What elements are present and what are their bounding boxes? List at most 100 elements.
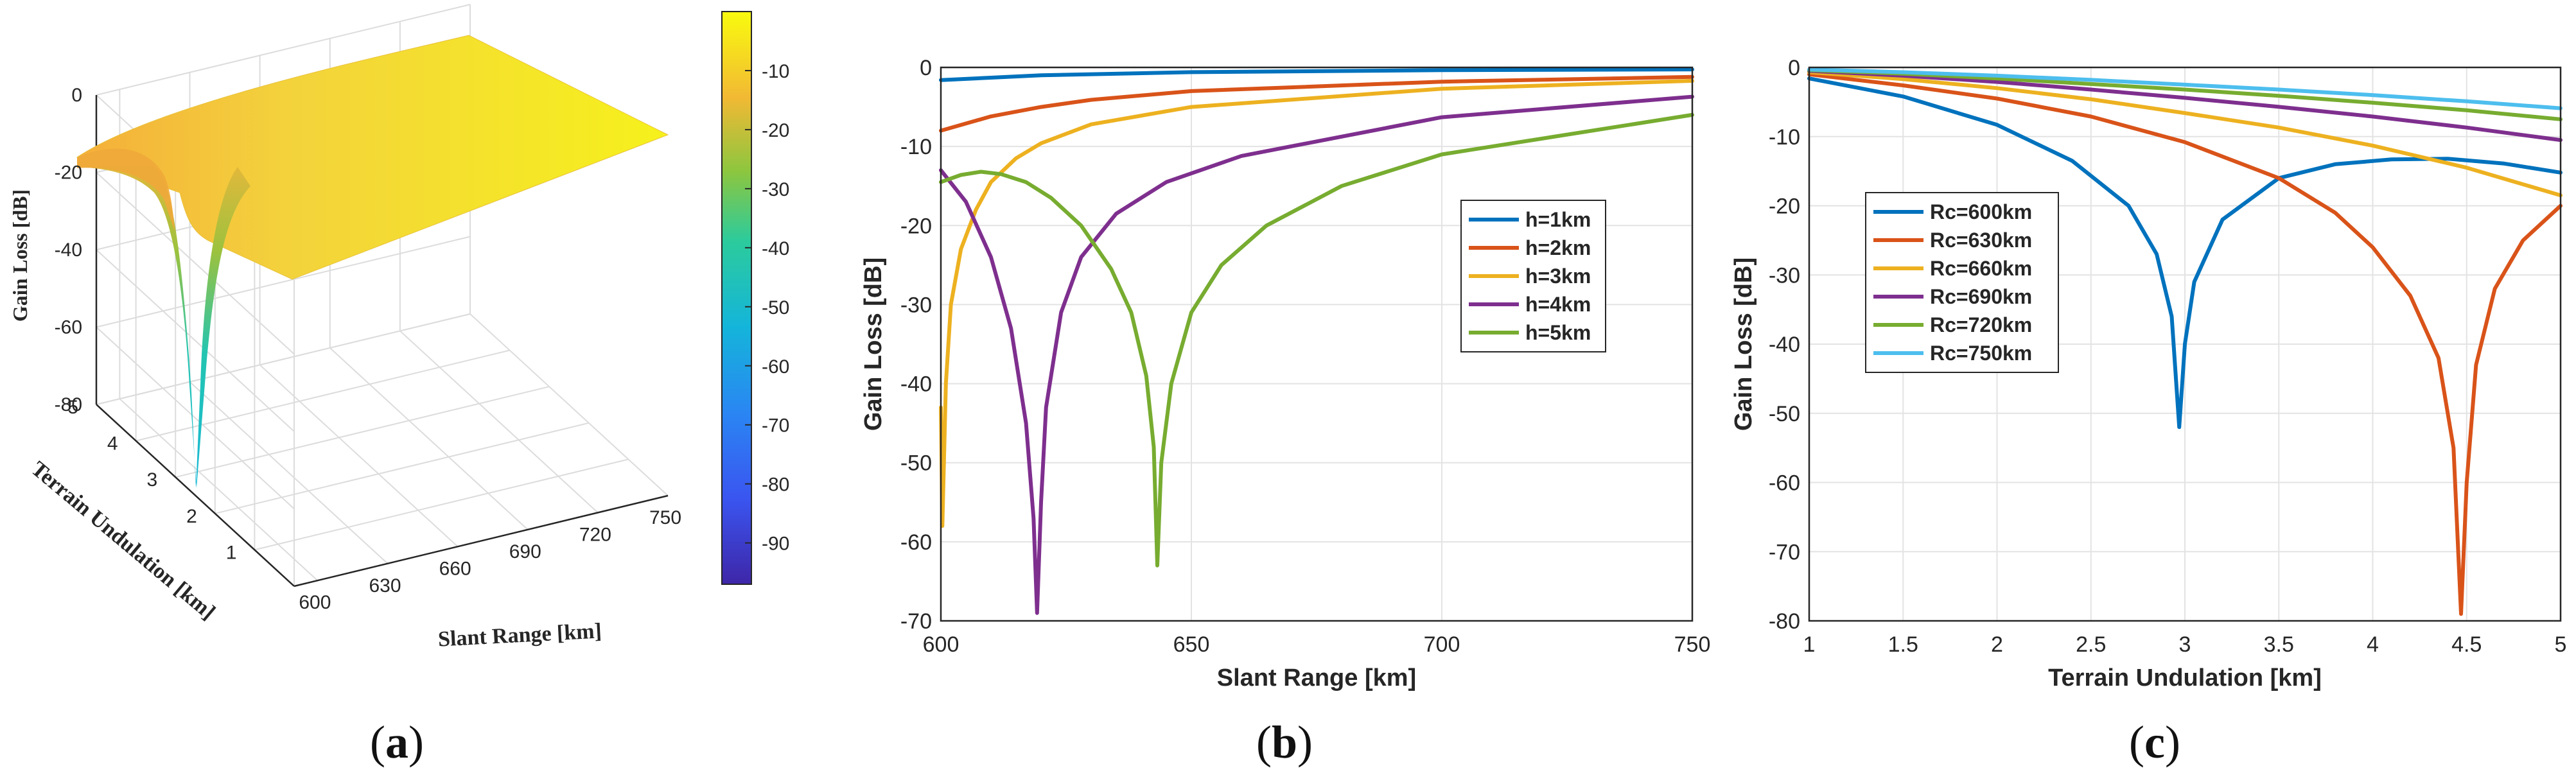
series-line-Rc=690km <box>1807 69 2563 143</box>
legend-entry: h=2km <box>1525 236 1591 259</box>
y-tick-label: 1 <box>226 542 237 563</box>
colorbar-tick-label: -70 <box>762 415 789 437</box>
series-line-h=2km <box>939 74 1694 133</box>
panel-label-b-open: ( <box>1256 717 1272 768</box>
surface-ridge <box>77 148 175 231</box>
panel-b-line-chart: 600 650 700 750 0 -10 -20 -30 -40 -50 -60 -70 Slan… <box>860 56 1710 691</box>
panel-c-series <box>1807 67 2563 616</box>
x-tick-label: 1.5 <box>1888 632 1918 657</box>
floor-grid-line <box>469 313 669 496</box>
series-line-h=4km <box>939 94 1694 615</box>
y-tick-label: -40 <box>900 372 932 397</box>
series-line-Rc=750km <box>1807 67 2563 110</box>
x-tick-label: 650 <box>1173 632 1210 657</box>
panel-a-x-ticks: 600 630 660 690 720 750 <box>299 507 681 613</box>
panel-b-legend: h=1km h=2km h=3km h=4km h=5km <box>1460 200 1606 352</box>
panel-label-a-letter: a <box>385 717 408 768</box>
panel-a-xlabel: Slant Range [km] <box>437 619 602 651</box>
legend-entry: Rc=750km <box>1930 342 2032 365</box>
panel-label-b: (b) <box>1256 717 1313 768</box>
z-tick-label: -60 <box>55 317 82 338</box>
legend-entry: h=3km <box>1525 265 1591 288</box>
panel-label-a-close: ) <box>408 717 424 768</box>
y-tick-label: -70 <box>1769 540 1800 564</box>
colorbar-tick-label: -50 <box>762 297 789 318</box>
legend-entry: h=4km <box>1525 293 1591 316</box>
x-axis-line <box>294 494 669 587</box>
y-tick-label: -10 <box>900 135 932 159</box>
panel-c-ylabel: Gain Loss [dB] <box>1730 257 1757 431</box>
z-tick-label: 0 <box>71 85 82 106</box>
panel-b-series <box>939 67 1694 615</box>
series-line-Rc=600km <box>1807 76 2563 430</box>
y-tick-label: -60 <box>900 530 932 555</box>
y-tick-label: -80 <box>1769 609 1800 634</box>
colorbar <box>721 11 752 585</box>
panel-b-ylabel: Gain Loss [dB] <box>860 257 887 431</box>
floor-grid-line <box>259 364 459 548</box>
x-tick-label: 600 <box>299 592 331 613</box>
wall-grid-line <box>96 249 295 432</box>
x-tick-label: 750 <box>1674 632 1711 657</box>
panel-c-line-chart: 1 1.5 2 2.5 3 3.5 4 4.5 5 0 -10 -20 -30 -40 -50 -60 -70… <box>1730 56 2566 691</box>
x-tick-label: 4 <box>2367 632 2379 657</box>
x-tick-label: 700 <box>1424 632 1460 657</box>
y-tick-label: 0 <box>920 56 932 80</box>
panel-label-c: (c) <box>2129 717 2180 768</box>
panel-b-xlabel: Slant Range [km] <box>1217 665 1416 691</box>
panel-c-axes-box <box>1808 66 2562 622</box>
wall-grid-line <box>96 326 295 510</box>
y-tick-label: -50 <box>900 451 932 476</box>
panel-c-xlabel: Terrain Undulation [km] <box>2048 665 2322 691</box>
floor-grid-line <box>189 381 389 564</box>
colorbar-tick-label: -10 <box>762 61 789 82</box>
y-tick-label: -30 <box>1769 263 1800 288</box>
y-tick-label: -30 <box>900 293 932 317</box>
floor-grid-line <box>254 458 629 551</box>
panel-label-c-letter: c <box>2144 717 2165 768</box>
legend-entry: Rc=720km <box>1930 313 2032 336</box>
colorbar-tick-label: -30 <box>762 179 789 200</box>
z-tick-label: -80 <box>55 394 82 415</box>
wall-grid-line <box>96 171 295 355</box>
panel-c-legend: Rc=600km Rc=630km Rc=660km Rc=690km Rc=720km… <box>1865 192 2059 373</box>
y-tick-label: -70 <box>900 609 932 634</box>
series-line-h=5km <box>939 112 1694 568</box>
floor-grid-line <box>399 330 599 514</box>
y-tick-label: -60 <box>1769 471 1800 496</box>
series-line-Rc=660km <box>1807 70 2563 198</box>
x-tick-label: 690 <box>509 541 541 562</box>
panel-a-surface-plot: 0 -20 -40 -60 -80 600 630 660 690 720 750 1 2 3 4 5 G… <box>8 4 789 652</box>
y-tick-label: -10 <box>1769 125 1800 150</box>
surface-dip-wall <box>77 150 250 489</box>
floor-grid-line <box>329 347 529 530</box>
panel-b-y-ticks: 0 -10 -20 -30 -40 -50 -60 -70 <box>900 56 932 634</box>
panel-b-x-ticks: 600 650 700 750 <box>923 632 1711 657</box>
z-tick-label: -20 <box>55 162 82 184</box>
x-tick-label: 1 <box>1803 632 1816 657</box>
panel-b-axes-box <box>940 66 1694 622</box>
colorbar-tick-label: -20 <box>762 120 789 141</box>
panel-a-ylabel: Terrain Undulation [km] <box>26 457 220 625</box>
y-tick-label: 0 <box>1788 56 1800 80</box>
panel-c-y-ticks: 0 -10 -20 -30 -40 -50 -60 -70 -80 <box>1769 56 1800 634</box>
panel-label-c-open: ( <box>2129 717 2144 768</box>
y-tick-label: 4 <box>107 433 118 455</box>
y-tick-label: 5 <box>67 397 78 418</box>
wall-grid-line <box>96 236 471 328</box>
series-line-h=3km <box>939 78 1694 528</box>
series-line-h=1km <box>939 67 1694 82</box>
y-tick-label: -20 <box>1769 195 1800 219</box>
colorbar-tick-label: -80 <box>762 474 789 496</box>
legend-entry: Rc=690km <box>1930 285 2032 308</box>
x-tick-label: 5 <box>2555 632 2567 657</box>
y-tick-label: -50 <box>1769 402 1800 426</box>
x-tick-label: 3 <box>2179 632 2191 657</box>
panel-a-zlabel: Gain Loss [dB] <box>8 189 31 322</box>
panel-label-a-open: ( <box>370 717 385 768</box>
legend-box <box>1865 192 2059 373</box>
floor-grid-line <box>175 386 550 478</box>
legend-entry: Rc=600km <box>1930 200 2032 223</box>
surface-plane <box>76 35 669 280</box>
